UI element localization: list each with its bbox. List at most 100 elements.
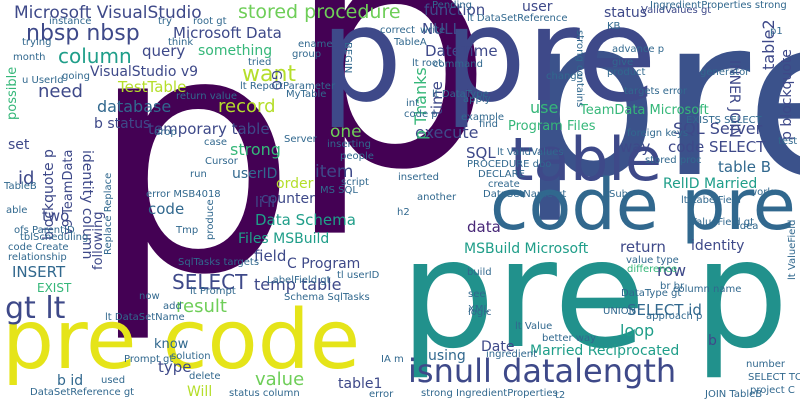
word: DECLARE xyxy=(478,169,525,180)
word: inserted xyxy=(398,172,440,183)
word: query xyxy=(142,42,186,60)
word: ValidValues gt xyxy=(641,5,712,16)
word: SqlTasks targets xyxy=(178,257,260,268)
word: b status xyxy=(94,116,151,132)
word: LabelField gt xyxy=(267,275,331,286)
word: using xyxy=(428,348,466,364)
word: advance p xyxy=(612,44,665,55)
word: gt lt xyxy=(5,291,66,326)
word: solution xyxy=(171,351,211,362)
word: one xyxy=(330,122,362,142)
word: going xyxy=(62,71,90,82)
word: work xyxy=(749,187,774,198)
word: Prompt gt xyxy=(124,354,174,365)
word: return value xyxy=(176,91,238,102)
word: Date xyxy=(481,339,515,355)
word: table1 xyxy=(338,376,383,392)
word: user xyxy=(522,0,553,15)
word: code xyxy=(148,200,185,218)
word: set xyxy=(8,137,30,153)
word: p pre xyxy=(320,0,657,131)
word: lt Value xyxy=(515,321,553,332)
word: ofs ParentID xyxy=(14,225,75,236)
word: generator xyxy=(700,67,750,78)
word: possible xyxy=(5,66,20,120)
word: MSBuild Microsoft xyxy=(464,241,589,257)
word: ValueField gt xyxy=(690,217,754,228)
word: something xyxy=(198,43,273,59)
word: root gt xyxy=(193,16,227,27)
word: try xyxy=(158,16,172,27)
word: idea xyxy=(737,221,759,232)
word: Microsoft VisualStudio xyxy=(14,3,202,23)
word: logic xyxy=(468,307,492,318)
word: way xyxy=(620,138,651,156)
word: Microsoft Data xyxy=(173,24,282,42)
word: lt ValidValues xyxy=(497,147,564,158)
word: month xyxy=(13,52,46,63)
word: drop xyxy=(154,127,177,138)
word: status column xyxy=(229,388,300,399)
word: run xyxy=(190,169,207,180)
word: stored proc xyxy=(645,155,702,166)
word: add xyxy=(163,301,182,312)
word: C Program xyxy=(287,256,361,272)
word: error MSB4018 xyxy=(146,189,221,200)
word: delete xyxy=(189,371,221,382)
word: example xyxy=(461,112,505,123)
word: p1 xyxy=(770,26,783,37)
word: br br xyxy=(660,281,685,292)
word: strong xyxy=(230,140,281,159)
word: lt Prompt xyxy=(190,286,236,297)
word: pre xyxy=(520,0,800,226)
word: lt DataSetName xyxy=(105,312,185,323)
word: tblScheduling xyxy=(20,232,89,243)
word: build xyxy=(467,267,492,278)
word: two xyxy=(42,207,70,225)
word: product xyxy=(607,67,646,78)
word: need xyxy=(38,81,83,102)
word: able xyxy=(6,205,28,216)
word: code SELECT xyxy=(668,138,766,156)
word: u UserId xyxy=(22,75,64,86)
word: column name xyxy=(673,284,742,295)
word: script xyxy=(341,177,369,188)
word: SELECT xyxy=(172,270,248,294)
word: lt DataSetReference xyxy=(467,13,568,24)
word: b xyxy=(708,333,717,349)
word: group xyxy=(292,49,322,60)
word: pre p xyxy=(400,208,789,382)
word: MS SQL xyxy=(320,185,358,196)
word: p xyxy=(285,0,495,242)
word: Schema SqlTasks xyxy=(284,292,370,303)
word: code pre xyxy=(490,164,796,246)
word: apply xyxy=(463,94,491,105)
word: ename xyxy=(298,39,333,50)
word: Replace Replace xyxy=(103,172,114,255)
word: id xyxy=(18,168,35,189)
word: li li xyxy=(255,195,276,211)
word: difference xyxy=(627,264,678,275)
word: temp table xyxy=(254,275,342,294)
word: Pending xyxy=(432,0,472,11)
word: column xyxy=(58,44,132,68)
word: BEGIN xyxy=(342,42,353,74)
word: test xyxy=(778,136,798,147)
word: lt ReportParameter xyxy=(240,81,336,92)
word: relationship xyxy=(8,252,67,263)
word: RelID Married xyxy=(663,176,758,192)
word: code p xyxy=(404,109,438,120)
word: nbsp nbsp xyxy=(26,21,140,46)
word: int xyxy=(406,98,420,109)
word: h2 xyxy=(397,207,410,218)
word: counter xyxy=(261,191,315,207)
word: think xyxy=(168,37,194,48)
word: record xyxy=(218,96,276,117)
word: EXISTS SELECT xyxy=(686,115,762,126)
word: case xyxy=(204,137,227,148)
word: Files MSBuild xyxy=(238,231,330,247)
word: tl userID xyxy=(337,270,380,281)
word: strong IngredientProperties xyxy=(421,388,558,399)
word: used xyxy=(101,375,126,386)
